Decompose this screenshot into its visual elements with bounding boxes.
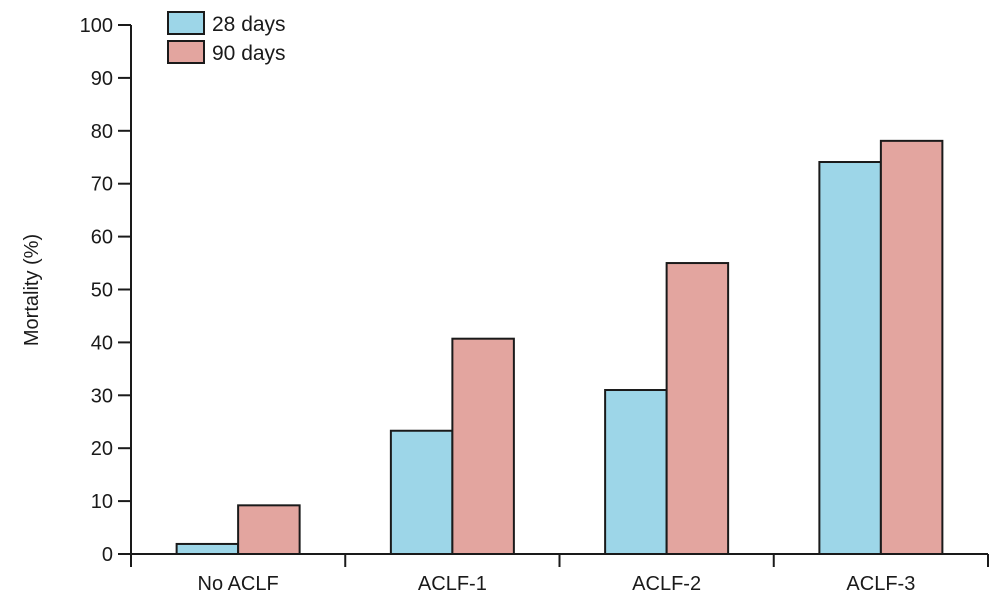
bar-aclf-3-28-days bbox=[818, 161, 882, 556]
legend-label-90-days: 90 days bbox=[212, 42, 286, 65]
bar-no-aclf-90-days bbox=[237, 504, 301, 555]
bar-aclf-1-28-days bbox=[389, 429, 454, 556]
legend-label-28-days: 28 days bbox=[212, 13, 286, 36]
y-tick-label-10: 10 bbox=[91, 491, 113, 513]
y-tick-label-60: 60 bbox=[91, 227, 113, 249]
y-tick-label-80: 80 bbox=[91, 121, 113, 143]
y-tick-label-70: 70 bbox=[91, 174, 113, 196]
bar-aclf-3-90-days bbox=[879, 139, 944, 555]
x-axis: No ACLF ACLF-1 ACLF-2 ACLF-3 bbox=[130, 553, 989, 595]
legend-swatch-90-days bbox=[167, 40, 205, 64]
legend-swatch-28-days bbox=[167, 11, 205, 35]
bar-no-aclf-28-days bbox=[175, 542, 240, 555]
y-tick-label-0: 0 bbox=[102, 544, 113, 566]
y-tick-label-100: 100 bbox=[80, 15, 113, 37]
x-tick-label-aclf-3: ACLF-3 bbox=[846, 573, 915, 595]
y-tick-label-20: 20 bbox=[91, 438, 113, 460]
bar-aclf-2-90-days bbox=[665, 262, 730, 555]
y-tick-label-90: 90 bbox=[91, 68, 113, 90]
x-tick-label-aclf-1: ACLF-1 bbox=[418, 573, 487, 595]
bar-aclf-2-28-days bbox=[604, 389, 668, 556]
x-tick-label-no-aclf: No ACLF bbox=[198, 573, 279, 595]
bars bbox=[175, 139, 944, 556]
y-axis-title: Mortality (%) bbox=[21, 234, 43, 346]
legend: 28 days 90 days bbox=[167, 11, 286, 65]
y-tick-label-50: 50 bbox=[91, 280, 113, 302]
y-tick-label-40: 40 bbox=[91, 332, 113, 354]
x-tick-label-aclf-2: ACLF-2 bbox=[632, 573, 701, 595]
y-axis: 0 10 20 30 40 50 60 70 80 90 100 bbox=[80, 15, 132, 566]
bar-aclf-1-90-days bbox=[451, 337, 515, 555]
y-tick-label-30: 30 bbox=[91, 385, 113, 407]
